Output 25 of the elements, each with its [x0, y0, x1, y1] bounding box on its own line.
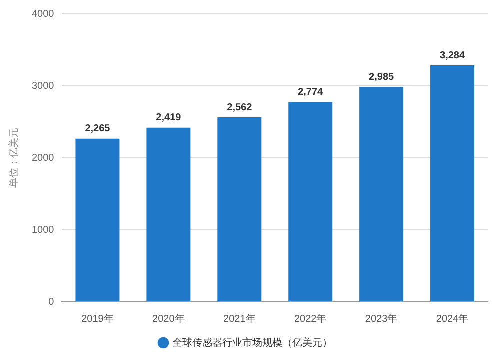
- data-label: 2,265: [85, 124, 111, 135]
- x-tick-label: 2022年: [294, 312, 327, 325]
- data-label: 2,562: [227, 102, 253, 114]
- data-label: 2,774: [298, 87, 324, 98]
- x-tick-label: 2023年: [365, 312, 398, 325]
- y-tick-label: 4000: [32, 8, 55, 20]
- data-label: 3,284: [440, 50, 466, 62]
- x-tick-label: 2020年: [152, 312, 185, 325]
- x-tick-label: 2024年: [436, 312, 469, 325]
- y-axis-title: 单位：亿美元: [8, 128, 20, 188]
- bar: [146, 128, 191, 302]
- bar: [218, 118, 262, 302]
- bar: [288, 102, 333, 302]
- legend-label: 全球传感器行业市场规模（亿美元）: [172, 336, 332, 349]
- x-tick-label: 2021年: [224, 312, 256, 325]
- data-label: 2,419: [156, 112, 182, 124]
- bar: [430, 66, 475, 302]
- y-tick-label: 3000: [32, 80, 55, 92]
- bar: [76, 138, 120, 302]
- y-tick-label: 2000: [32, 152, 55, 164]
- x-tick-label: 2019年: [82, 312, 114, 325]
- data-label: 2,985: [369, 72, 395, 83]
- y-tick-label: 0: [48, 296, 55, 308]
- y-tick-label: 1000: [32, 224, 55, 236]
- bar: [360, 87, 404, 302]
